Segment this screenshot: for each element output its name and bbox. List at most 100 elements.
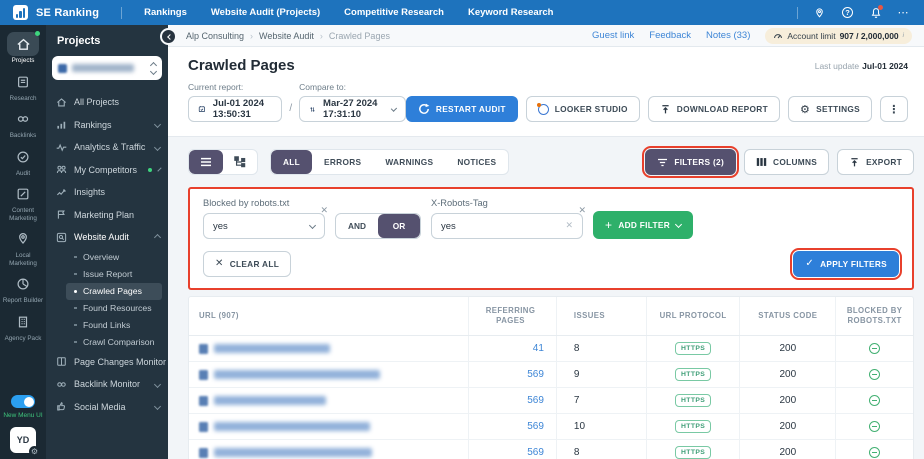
url-cell[interactable] xyxy=(189,362,468,387)
sidebar-item-page-changes-monitor[interactable]: Page Changes Monitor xyxy=(52,351,166,374)
notifications-bell-icon[interactable] xyxy=(869,5,883,19)
settings-button[interactable]: ⚙ SETTINGS xyxy=(787,96,872,122)
filters-button[interactable]: FILTERS (2) xyxy=(642,146,740,178)
sidebar-item-backlink-monitor[interactable]: Backlink Monitor xyxy=(52,373,162,396)
sidebar-item-analytics-traffic[interactable]: Analytics & Traffic xyxy=(52,136,162,159)
table-row[interactable]: 41 8 HTTPS 200 xyxy=(189,336,913,363)
subitem-overview[interactable]: Overview xyxy=(66,249,162,266)
protocol-cell: HTTPS xyxy=(645,336,740,362)
url-cell[interactable] xyxy=(189,388,468,413)
compare-to-select[interactable]: Mar-27 2024 17:31:10 xyxy=(299,96,406,122)
current-report-select[interactable]: Jul-01 2024 13:50:31 xyxy=(188,96,283,122)
rail-item-research[interactable]: Research xyxy=(1,70,45,103)
clear-input-icon[interactable]: ✕ xyxy=(565,221,573,231)
subitem-found-resources[interactable]: Found Resources xyxy=(66,300,162,317)
rail-item-content-marketing[interactable]: Content Marketing xyxy=(1,182,45,222)
subitem-found-links[interactable]: Found Links xyxy=(66,317,162,334)
new-menu-toggle[interactable] xyxy=(11,395,35,408)
apply-filters-button[interactable]: ✓ APPLY FILTERS xyxy=(790,248,902,280)
tab-all[interactable]: ALL xyxy=(271,150,313,174)
column-header-url-protocol[interactable]: URL PROTOCOL xyxy=(645,297,740,336)
referring-pages-link[interactable]: 41 xyxy=(532,343,544,355)
table-row[interactable]: 569 10 HTTPS 200 xyxy=(189,414,913,441)
columns-button[interactable]: COLUMNS xyxy=(744,149,830,175)
rail-item-projects[interactable]: Projects xyxy=(1,31,45,65)
sidebar-item-insights[interactable]: Insights xyxy=(52,181,162,204)
breadcrumb-section[interactable]: Website Audit xyxy=(259,30,314,41)
referring-pages-link[interactable]: 569 xyxy=(527,369,544,381)
operator-or[interactable]: OR xyxy=(378,214,420,238)
project-selector[interactable] xyxy=(52,56,162,80)
download-report-button[interactable]: DOWNLOAD REPORT xyxy=(647,96,780,122)
whats-new-pin-icon[interactable] xyxy=(813,6,826,19)
table-row[interactable]: 569 8 HTTPS 200 xyxy=(189,440,913,459)
sidebar-item-website-audit[interactable]: Website Audit xyxy=(52,226,162,249)
column-header-referring-pages[interactable]: REFERRING PAGES xyxy=(468,297,556,336)
nav-website-audit[interactable]: Website Audit (Projects) xyxy=(210,7,321,18)
feedback-link[interactable]: Feedback xyxy=(649,30,692,41)
referring-pages-link[interactable]: 569 xyxy=(527,447,544,459)
clear-all-button[interactable]: ✕ CLEAR ALL xyxy=(203,251,292,277)
tab-notices[interactable]: NOTICES xyxy=(457,157,497,167)
column-header-url[interactable]: URL (907) xyxy=(199,311,239,321)
blocked-cell xyxy=(835,336,913,362)
remove-filter-xrobots-icon[interactable]: ✕ xyxy=(578,206,586,216)
sidebar-item-marketing-plan[interactable]: Marketing Plan xyxy=(52,204,162,227)
filter-xrobots-input[interactable]: yes ✕ xyxy=(431,213,583,239)
column-header-blocked-by-robots[interactable]: BLOCKED BY ROBOTS.TXT xyxy=(835,297,913,336)
remove-filter-robots-icon[interactable]: ✕ xyxy=(320,206,328,216)
nav-rankings[interactable]: Rankings xyxy=(144,7,187,18)
nav-keyword-research[interactable]: Keyword Research xyxy=(467,7,554,18)
table-row[interactable]: 569 9 HTTPS 200 xyxy=(189,362,913,389)
protocol-cell: HTTPS xyxy=(645,362,740,388)
rail-item-agency-pack[interactable]: Agency Pack xyxy=(1,310,45,343)
se-ranking-logo-icon[interactable] xyxy=(13,5,28,20)
page-favicon xyxy=(199,343,208,354)
help-icon[interactable]: ? xyxy=(841,6,854,19)
list-view-button[interactable] xyxy=(189,150,223,174)
sidebar-item-social-media[interactable]: Social Media xyxy=(52,396,162,419)
notes-link[interactable]: Notes (33) xyxy=(706,30,751,41)
project-name-redacted xyxy=(72,64,134,72)
url-cell[interactable] xyxy=(189,336,468,361)
rail-item-report-builder[interactable]: Report Builder xyxy=(1,272,45,305)
url-cell[interactable] xyxy=(189,414,468,439)
add-filter-button[interactable]: + ADD FILTER xyxy=(593,211,694,239)
column-header-status-code[interactable]: STATUS CODE xyxy=(739,297,835,336)
crawled-pages-table: URL (907) REFERRING PAGES ISSUES URL PRO… xyxy=(188,296,914,459)
subitem-crawl-comparison[interactable]: Crawl Comparison xyxy=(66,334,162,351)
more-menu-icon[interactable]: ⋯ xyxy=(897,6,910,19)
nav-competitive-research[interactable]: Competitive Research xyxy=(344,7,444,18)
sidebar-item-my-competitors[interactable]: My Competitors xyxy=(52,159,162,182)
issues-cell: 8 xyxy=(555,336,646,362)
sidebar-item-rankings[interactable]: Rankings xyxy=(52,114,162,137)
operator-and[interactable]: AND xyxy=(348,221,366,231)
user-avatar[interactable]: YD ⚙ xyxy=(10,427,40,457)
restart-audit-button[interactable]: RESTART AUDIT xyxy=(405,96,518,122)
rail-item-backlinks[interactable]: Backlinks xyxy=(1,107,45,140)
tree-view-button[interactable] xyxy=(223,150,257,174)
guest-link[interactable]: Guest link xyxy=(592,30,635,41)
more-actions-button[interactable]: ⋮ xyxy=(880,96,908,122)
tab-warnings[interactable]: WARNINGS xyxy=(385,157,434,167)
looker-studio-button[interactable]: LOOKER STUDIO xyxy=(525,96,640,122)
subitem-crawled-pages[interactable]: Crawled Pages xyxy=(66,282,162,300)
sidebar-collapse-button[interactable] xyxy=(160,28,177,45)
rail-item-audit[interactable]: Audit xyxy=(1,145,45,178)
breadcrumb-project[interactable]: Alp Consulting xyxy=(186,30,245,41)
filter-robots-select[interactable]: yes xyxy=(203,213,325,239)
info-superscript: i xyxy=(902,32,904,39)
subitem-issue-report[interactable]: Issue Report xyxy=(66,266,162,283)
account-settings-gear-icon[interactable]: ⚙ xyxy=(29,446,40,457)
export-button[interactable]: EXPORT xyxy=(837,149,914,175)
account-limit-pill[interactable]: Account limit 907 / 2,000,000 i xyxy=(765,27,912,44)
column-header-issues[interactable]: ISSUES xyxy=(555,297,646,336)
table-row[interactable]: 569 7 HTTPS 200 xyxy=(189,388,913,415)
tab-errors[interactable]: ERRORS xyxy=(324,157,362,167)
referring-pages-link[interactable]: 569 xyxy=(527,421,544,433)
rail-item-local-marketing[interactable]: Local Marketing xyxy=(1,227,45,267)
referring-pages-link[interactable]: 569 xyxy=(527,395,544,407)
url-cell[interactable] xyxy=(189,440,468,459)
filter-xrobots-label: X-Robots-Tag xyxy=(431,198,488,208)
sidebar-item-all-projects[interactable]: All Projects xyxy=(52,91,162,114)
